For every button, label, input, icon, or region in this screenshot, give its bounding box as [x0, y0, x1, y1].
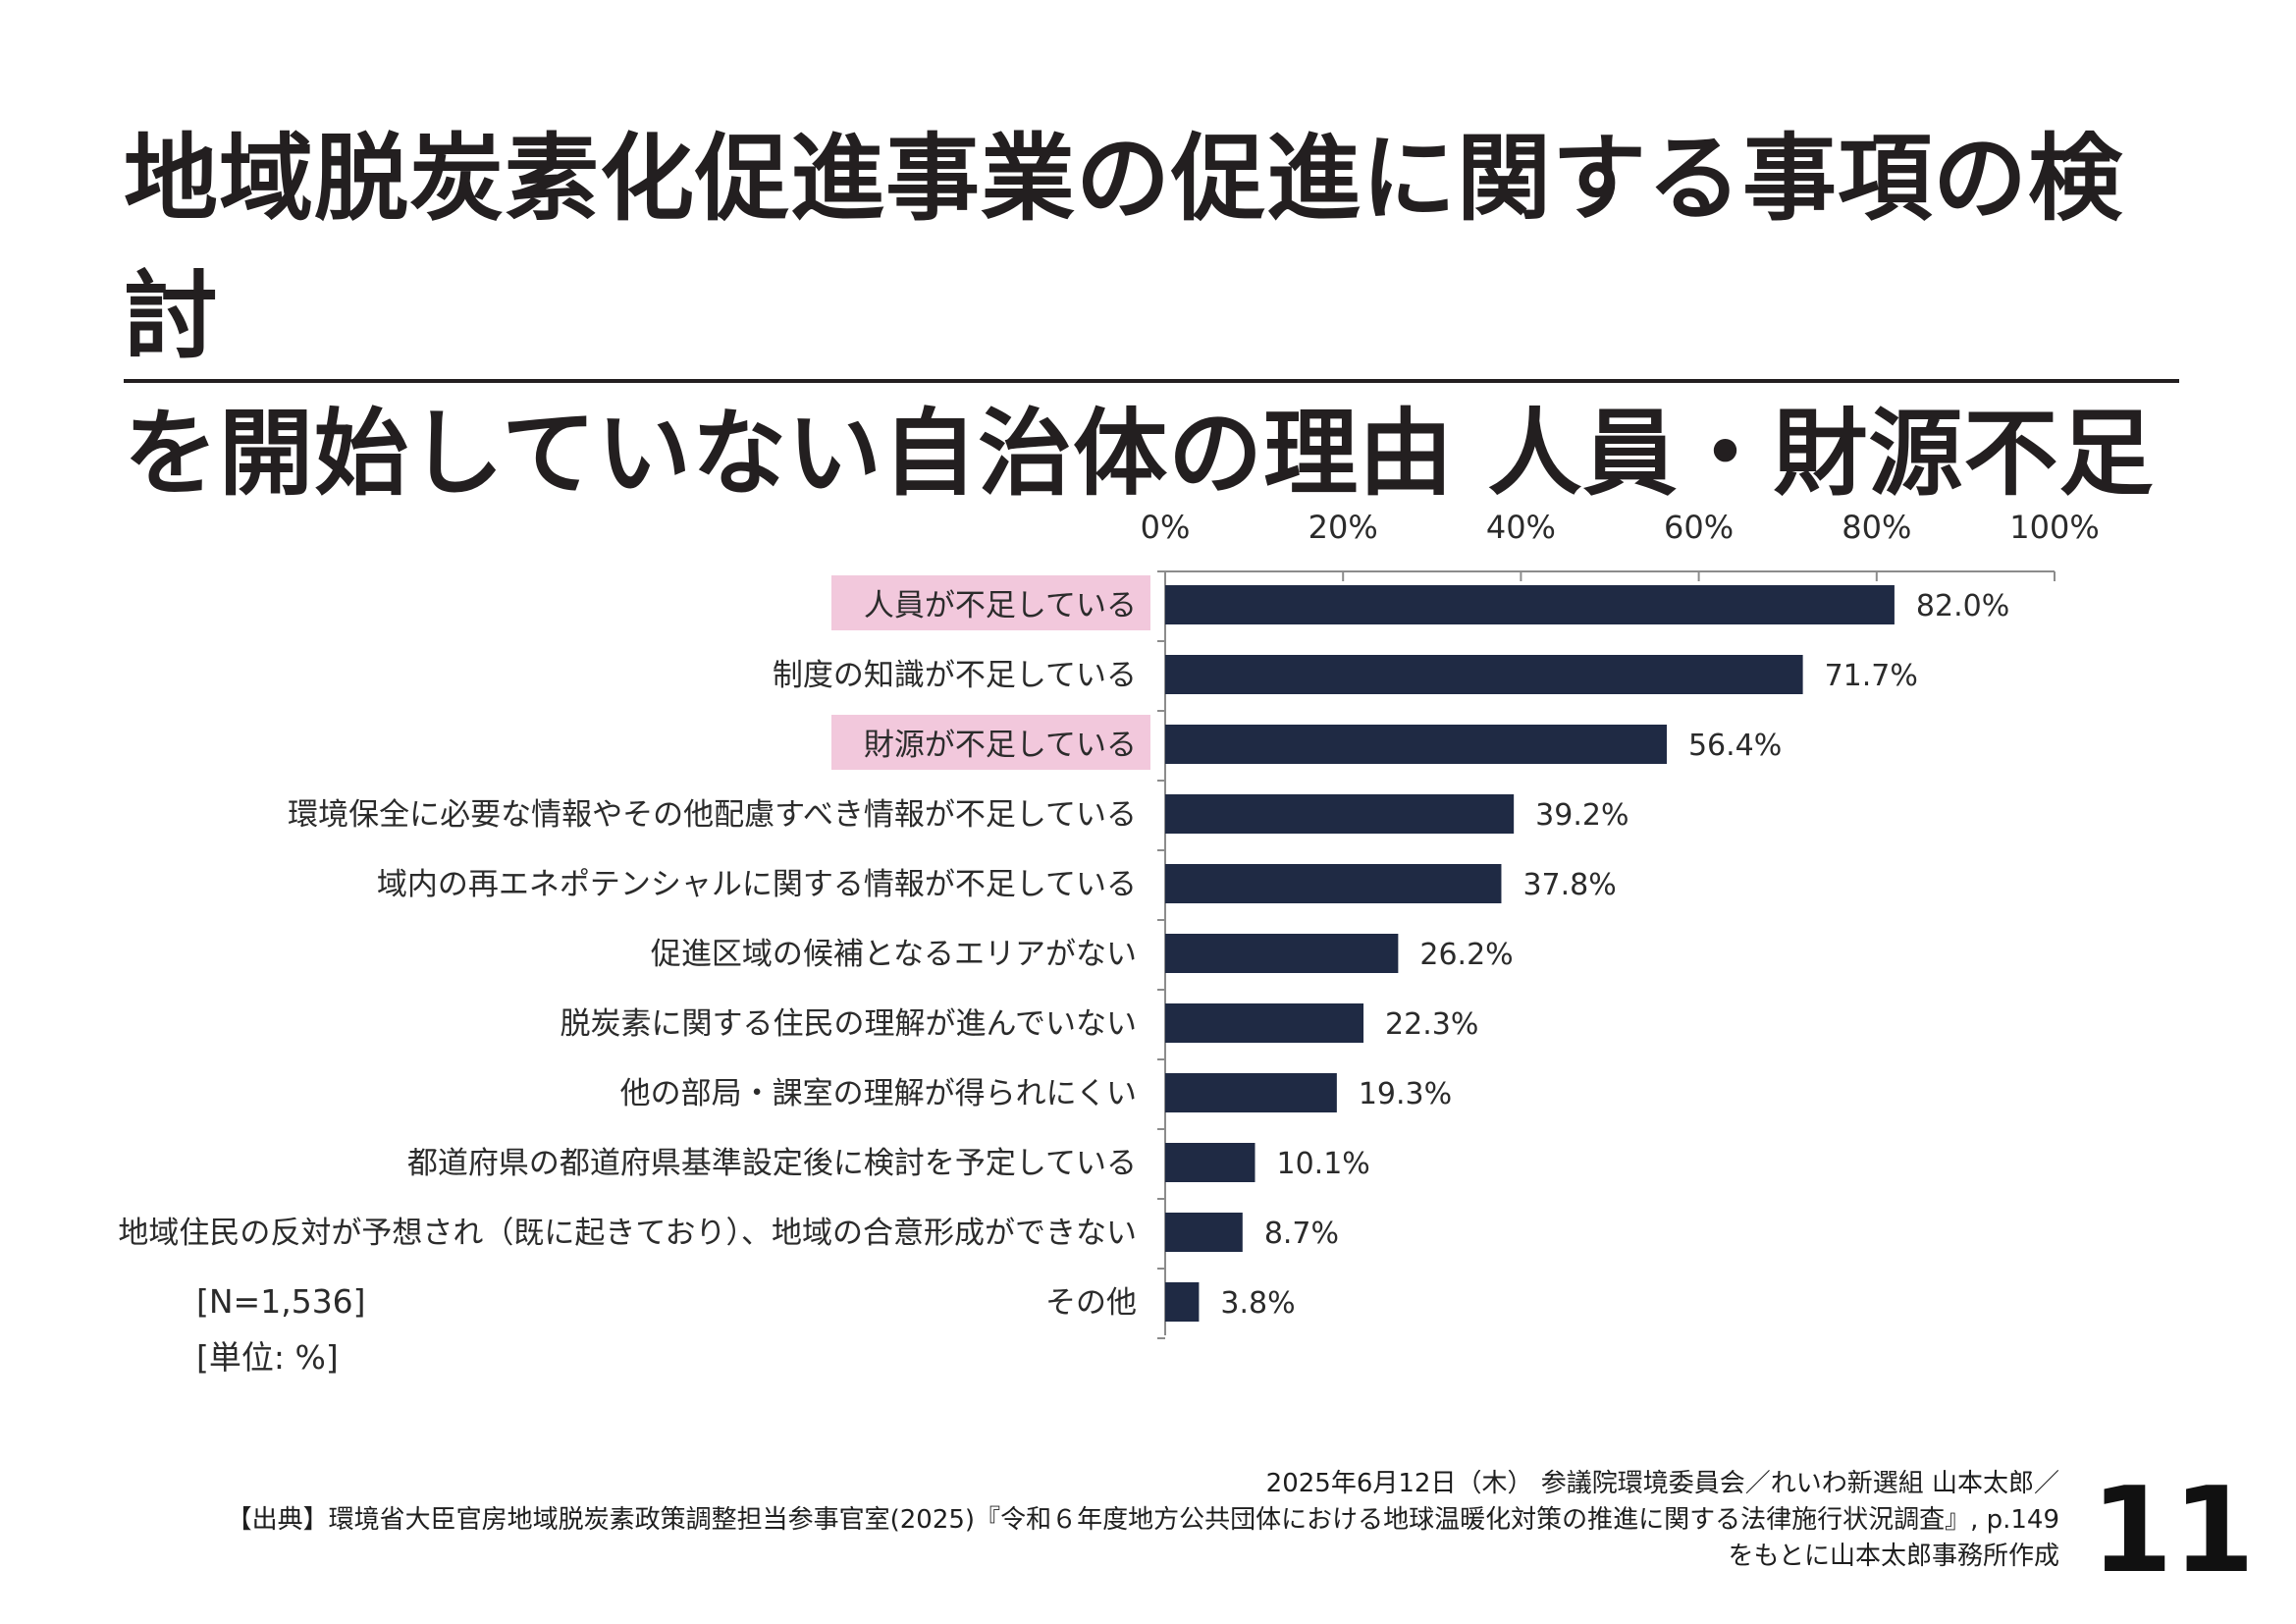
- x-tick-label: 20%: [1308, 509, 1378, 546]
- value-label: 3.8%: [1220, 1286, 1295, 1321]
- value-label: 39.2%: [1535, 798, 1629, 833]
- unit-note: [単位: %]: [196, 1338, 339, 1377]
- category-highlight: [831, 575, 1150, 630]
- x-tick-label: 100%: [2009, 509, 2099, 546]
- value-label: 37.8%: [1522, 868, 1616, 902]
- value-label: 56.4%: [1688, 729, 1782, 763]
- bar: [1165, 934, 1399, 973]
- bar: [1165, 794, 1515, 834]
- bar: [1165, 1213, 1243, 1252]
- footer-date-line: 2025年6月12日（木） 参議院環境委員会／れいわ新選組 山本太郎／: [1265, 1469, 2059, 1498]
- value-label: 22.3%: [1385, 1007, 1478, 1042]
- category-highlight: [831, 715, 1150, 770]
- x-tick-label: 60%: [1664, 509, 1734, 546]
- category-label: 都道府県の都道府県基準設定後に検討を予定している: [407, 1146, 1137, 1181]
- title-line-1: 地域脱炭素化促進事業の促進に関する事項の検討: [124, 124, 2123, 371]
- category-label: その他: [1045, 1285, 1137, 1321]
- value-label: 10.1%: [1277, 1147, 1370, 1181]
- x-tick-label: 80%: [1842, 509, 1911, 546]
- slide-title: 地域脱炭素化促進事業の促進に関する事項の検討 を開始していない自治体の理由 人員…: [124, 110, 2195, 522]
- x-tick-label: 40%: [1486, 509, 1556, 546]
- bar: [1165, 655, 1803, 694]
- bar: [1165, 1282, 1200, 1322]
- category-label: 脱炭素に関する住民の理解が進んでいない: [561, 1006, 1137, 1042]
- value-label: 71.7%: [1825, 659, 1918, 693]
- bar: [1165, 1073, 1337, 1112]
- bar: [1165, 725, 1667, 764]
- page-number: 11: [2091, 1463, 2255, 1599]
- category-label: 域内の再エネポテンシャルに関する情報が不足している: [377, 867, 1137, 902]
- value-label: 8.7%: [1264, 1217, 1339, 1251]
- category-label: 地域住民の反対が予想され（既に起きており）、地域の合意形成ができない: [118, 1216, 1137, 1251]
- title-divider: [124, 379, 2179, 383]
- bar: [1165, 1143, 1255, 1182]
- footer-source-line: 【出典】環境省大臣官房地域脱炭素政策調整担当参事官室(2025)『令和６年度地方…: [226, 1505, 2059, 1535]
- sample-size-note: [N=1,536]: [196, 1282, 366, 1321]
- bar: [1165, 864, 1502, 903]
- value-label: 82.0%: [1916, 589, 2009, 623]
- x-tick-label: 0%: [1141, 509, 1191, 546]
- category-label: 促進区域の候補となるエリアがない: [651, 937, 1137, 972]
- category-label: 他の部局・課室の理解が得られにくい: [620, 1076, 1137, 1111]
- category-label: 環境保全に必要な情報やその他配慮すべき情報が不足している: [288, 797, 1137, 833]
- bar: [1165, 585, 1895, 624]
- category-label: 財源が不足している: [864, 728, 1137, 763]
- category-label: 制度の知識が不足している: [773, 658, 1137, 693]
- footer-credit-line: をもとに山本太郎事務所作成: [1728, 1542, 2059, 1571]
- category-label: 人員が不足している: [864, 588, 1137, 623]
- value-label: 26.2%: [1419, 938, 1513, 972]
- value-label: 19.3%: [1359, 1077, 1452, 1111]
- title-line-2: を開始していない自治体の理由 人員・財源不足: [124, 399, 2155, 509]
- bar: [1165, 1003, 1364, 1043]
